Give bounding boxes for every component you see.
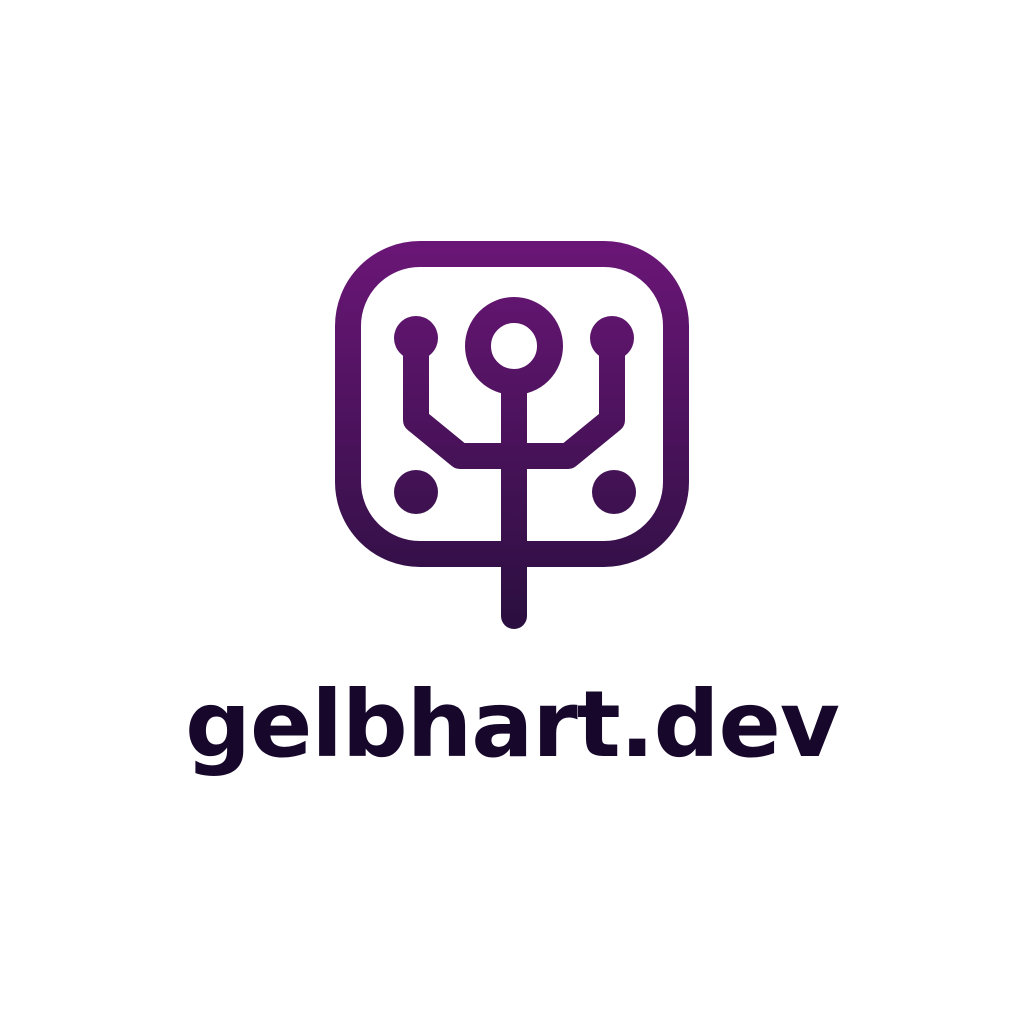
right-top-node [590, 316, 634, 360]
left-bottom-node [394, 470, 438, 514]
left-top-node [394, 316, 438, 360]
left-branch-trace [403, 333, 527, 469]
right-bottom-node [592, 470, 636, 514]
right-branch-trace [501, 333, 625, 469]
brand-wordmark: gelbhart.dev [185, 671, 840, 778]
